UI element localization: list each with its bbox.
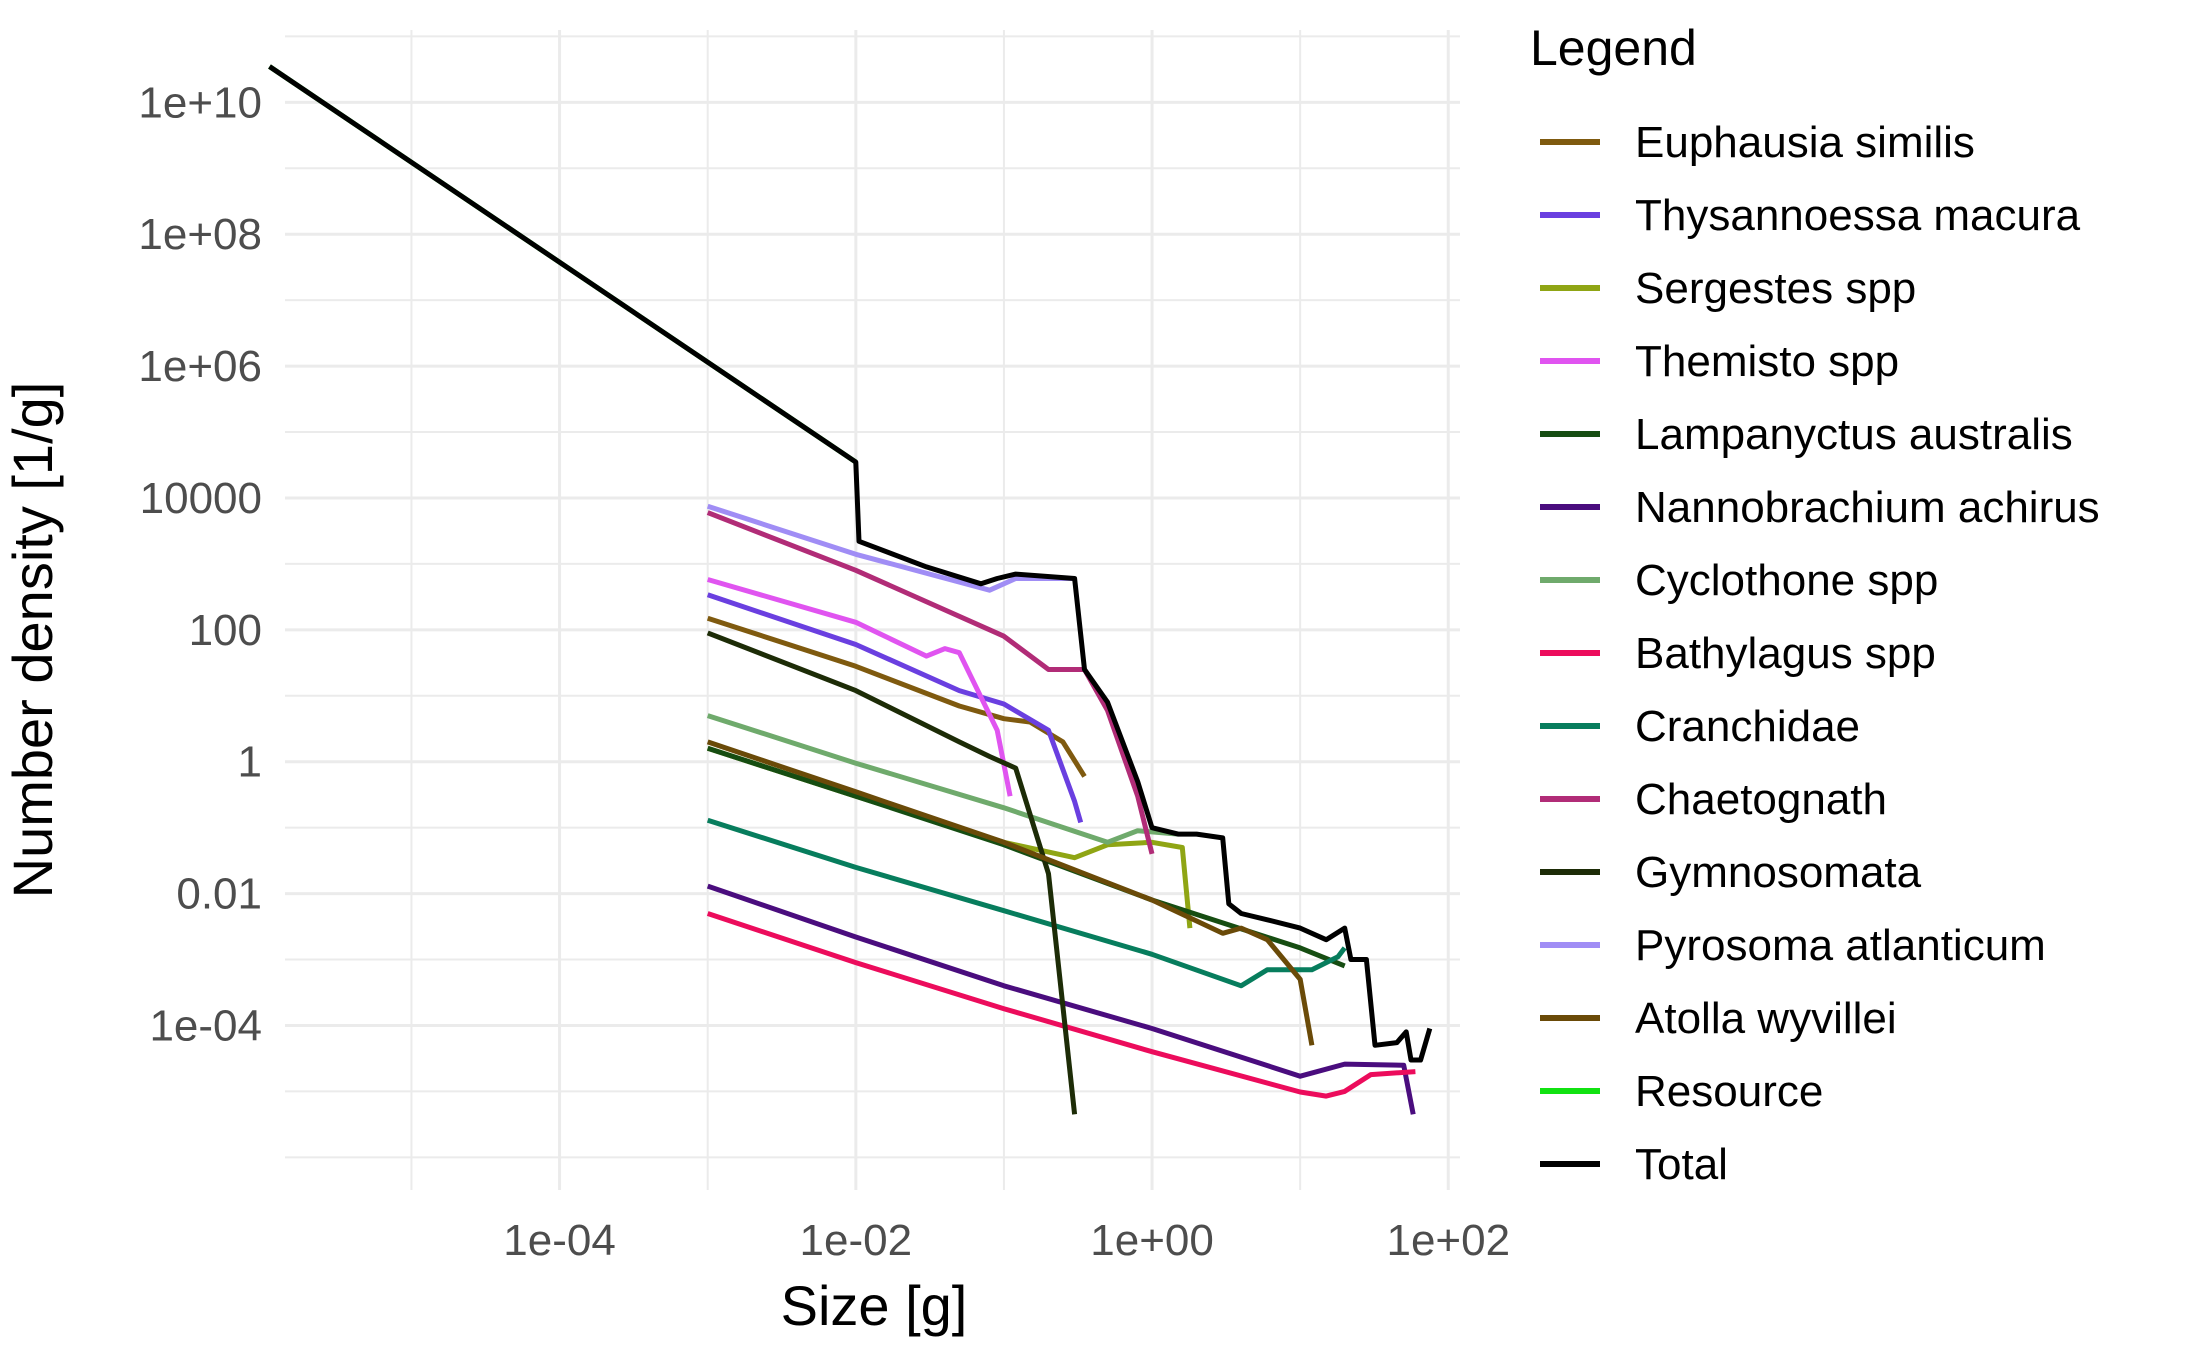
- x-axis-title: Size [g]: [781, 1274, 968, 1337]
- legend-label-chaetognath: Chaetognath: [1635, 775, 1887, 824]
- series-line-pyrosoma-atlanticum: [706, 503, 1075, 593]
- major-gridlines: [285, 30, 1460, 1190]
- x-axis-ticks: 1e-04 1e-02 1e+00 1e+02: [503, 1216, 1510, 1265]
- y-tick-label: 10000: [140, 474, 262, 523]
- legend-label-euphausia-similis: Euphausia similis: [1635, 118, 1975, 167]
- legend-label-cranchidae: Cranchidae: [1635, 702, 1860, 751]
- legend-label-total: Total: [1635, 1140, 1728, 1189]
- y-axis-title: Number density [1/g]: [1, 382, 64, 899]
- series-line-cranchidae: [706, 817, 1347, 989]
- legend: Legend Euphausia similis Thysannoessa mac…: [1530, 20, 2100, 1189]
- legend-label-resource: Resource: [1635, 1067, 1823, 1116]
- series-line-chaetognath: [706, 510, 1155, 855]
- y-tick-label: 100: [189, 606, 262, 655]
- legend-label-bathylagus-spp: Bathylagus spp: [1635, 629, 1936, 678]
- legend-label-sergestes-spp: Sergestes spp: [1635, 264, 1916, 313]
- y-tick-label: 1: [238, 738, 262, 787]
- legend-label-nannobrachium-achirus: Nannobrachium achirus: [1635, 483, 2100, 532]
- series-line-atolla-wyvillei: [706, 739, 1315, 1046]
- x-tick-label: 1e-02: [800, 1216, 913, 1265]
- x-tick-label: 1e+02: [1386, 1216, 1510, 1265]
- x-tick-label: 1e+00: [1090, 1216, 1214, 1265]
- y-axis-ticks: 1e+10 1e+08 1e+06 10000 100 1 0.01 1e-04: [138, 78, 262, 1050]
- series-line-bathylagus-spp: [706, 911, 1416, 1099]
- minor-gridlines: [285, 30, 1460, 1190]
- legend-label-atolla-wyvillei: Atolla wyvillei: [1635, 994, 1897, 1043]
- series-line-themisto-spp: [707, 577, 1013, 797]
- legend-label-lampanyctus-australis: Lampanyctus australis: [1635, 410, 2073, 459]
- series-line-gymnosomata: [706, 630, 1078, 1115]
- y-tick-label: 0.01: [176, 870, 262, 919]
- legend-label-gymnosomata: Gymnosomata: [1635, 848, 1922, 897]
- legend-items: Euphausia similis Thysannoessa macura Serg…: [1540, 118, 2100, 1189]
- series-line-thysannoessa-macura: [706, 592, 1084, 824]
- legend-label-pyrosoma-atlanticum: Pyrosoma atlanticum: [1635, 921, 2046, 970]
- legend-label-thysannoessa-macura: Thysannoessa macura: [1635, 191, 2081, 240]
- series-lines: [268, 64, 1433, 1115]
- series-line-total: [268, 64, 1433, 1063]
- series-line-euphausia-similis: [706, 615, 1087, 778]
- legend-label-cyclothone-spp: Cyclothone spp: [1635, 556, 1938, 605]
- y-tick-label: 1e+10: [138, 78, 262, 127]
- legend-label-themisto-spp: Themisto spp: [1635, 337, 1899, 386]
- x-tick-label: 1e-04: [503, 1216, 616, 1265]
- y-tick-label: 1e+06: [138, 342, 262, 391]
- y-tick-label: 1e+08: [138, 210, 262, 259]
- legend-title: Legend: [1530, 20, 1697, 76]
- y-tick-label: 1e-04: [149, 1001, 262, 1050]
- series-line-nannobrachium-achirus: [706, 883, 1416, 1115]
